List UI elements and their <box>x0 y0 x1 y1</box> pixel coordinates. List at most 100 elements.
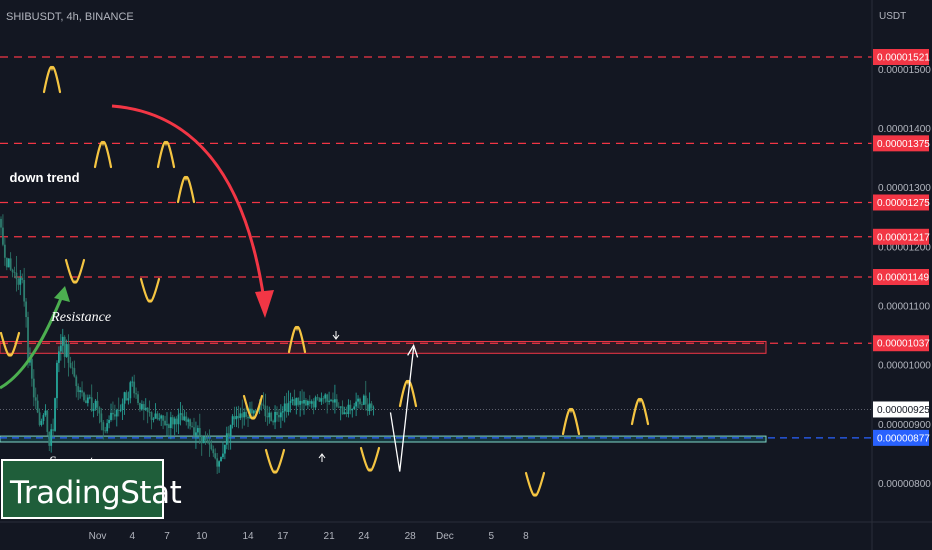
candle-body <box>7 258 10 268</box>
annotation-label: Resistance <box>50 310 111 325</box>
peak-curve <box>156 140 176 169</box>
brand-name: TradingStat <box>9 475 182 511</box>
candle-body <box>370 403 373 408</box>
candle-body <box>218 461 220 467</box>
support-level-tag <box>873 429 929 446</box>
time-tick-label: 8 <box>523 531 529 542</box>
candle-body <box>198 428 201 436</box>
candle-body <box>252 410 255 414</box>
candle-body <box>73 368 76 377</box>
price-tick-label: 0.00000800 <box>878 479 931 490</box>
candle-body <box>127 398 130 401</box>
time-tick-label: Nov <box>89 531 107 542</box>
time-tick-label: 4 <box>129 531 135 542</box>
candle-body <box>169 417 172 429</box>
candle-body <box>144 407 147 410</box>
candle-body <box>347 404 350 415</box>
candle-body <box>193 427 195 436</box>
candle-body <box>119 409 122 411</box>
trough-curve <box>64 258 86 284</box>
peak-curve <box>630 397 650 426</box>
candle-body <box>364 395 367 405</box>
candle-body <box>359 398 361 405</box>
peak-curve <box>176 175 196 204</box>
candle-body <box>34 397 37 401</box>
price-axis[interactable]: 0.00000800 0.00000900 0.00001000 0.00001100… <box>871 0 931 550</box>
candle-body <box>301 400 303 404</box>
candle-body <box>32 378 35 398</box>
candle-body <box>355 401 358 407</box>
candle-body <box>21 277 24 280</box>
candle-body <box>46 410 49 432</box>
candle-body <box>212 449 215 454</box>
candle-body <box>156 413 159 419</box>
candle-body <box>191 426 193 428</box>
candle-body <box>27 317 29 363</box>
candle-body <box>328 400 330 402</box>
candle-body <box>81 390 83 393</box>
support-zone <box>0 435 767 443</box>
resistance-level-tag-label: 0.00001149 <box>877 273 930 284</box>
time-tick-label: Dec <box>436 531 454 542</box>
candle-body <box>332 399 334 403</box>
time-tick-label: 24 <box>358 531 370 542</box>
candle-body <box>330 399 332 401</box>
candle-body <box>86 397 89 404</box>
time-axis[interactable]: 7Nov47101417212428Dec58 <box>0 521 932 542</box>
annotation-label: down trend <box>9 170 79 185</box>
candle-body <box>291 399 294 401</box>
time-tick-label: 17 <box>277 531 289 542</box>
price-tick-label: 0.00001500 <box>878 65 931 76</box>
brand-box <box>1 459 164 519</box>
peak-curve <box>398 379 418 408</box>
candle-body <box>310 401 313 404</box>
candle-body <box>106 423 109 432</box>
candle-body <box>177 414 180 425</box>
candle-body <box>195 432 197 436</box>
resistance-level-tag <box>873 135 929 152</box>
down-trend-arrow <box>111 104 266 301</box>
candle-body <box>13 272 16 274</box>
candle-body <box>260 403 263 405</box>
candle-body <box>357 398 359 402</box>
candle-body <box>316 397 319 399</box>
candle-body <box>208 441 211 445</box>
resistance-level-tag-label: 0.00001375 <box>877 139 930 150</box>
candle-body <box>115 409 118 417</box>
candle-body <box>17 278 20 285</box>
candle-body <box>19 277 22 285</box>
candle-body <box>245 412 248 417</box>
candle-body <box>283 403 286 412</box>
candle-body <box>372 407 375 409</box>
price-tick-label: 0.00000900 <box>878 420 931 431</box>
candle-body <box>189 419 192 427</box>
candle-body <box>179 413 182 415</box>
candle-body <box>251 408 253 414</box>
candle-body <box>287 402 290 412</box>
candle-body <box>38 412 41 425</box>
candle-body <box>339 406 342 408</box>
candle-body <box>353 406 356 409</box>
time-tick-label: 10 <box>196 531 208 542</box>
candle-body <box>349 404 352 411</box>
candle-body <box>306 401 309 406</box>
candle-body <box>98 407 101 414</box>
candle-body <box>181 413 184 421</box>
time-tick-label: 7 <box>164 531 170 542</box>
price-tick-label: 0.00001000 <box>878 361 931 372</box>
currency-label: USDT <box>879 11 906 22</box>
candle-body <box>227 433 230 437</box>
candle-body <box>206 439 209 442</box>
candle-body <box>88 397 91 399</box>
candle-body <box>50 429 53 446</box>
candle-body <box>56 362 58 399</box>
candle-body <box>96 400 99 408</box>
level-lines <box>0 56 872 439</box>
candle-body <box>137 394 139 403</box>
price-tick-label: 0.00001400 <box>878 124 931 135</box>
candle-body <box>345 412 348 415</box>
candle-body <box>268 412 271 418</box>
